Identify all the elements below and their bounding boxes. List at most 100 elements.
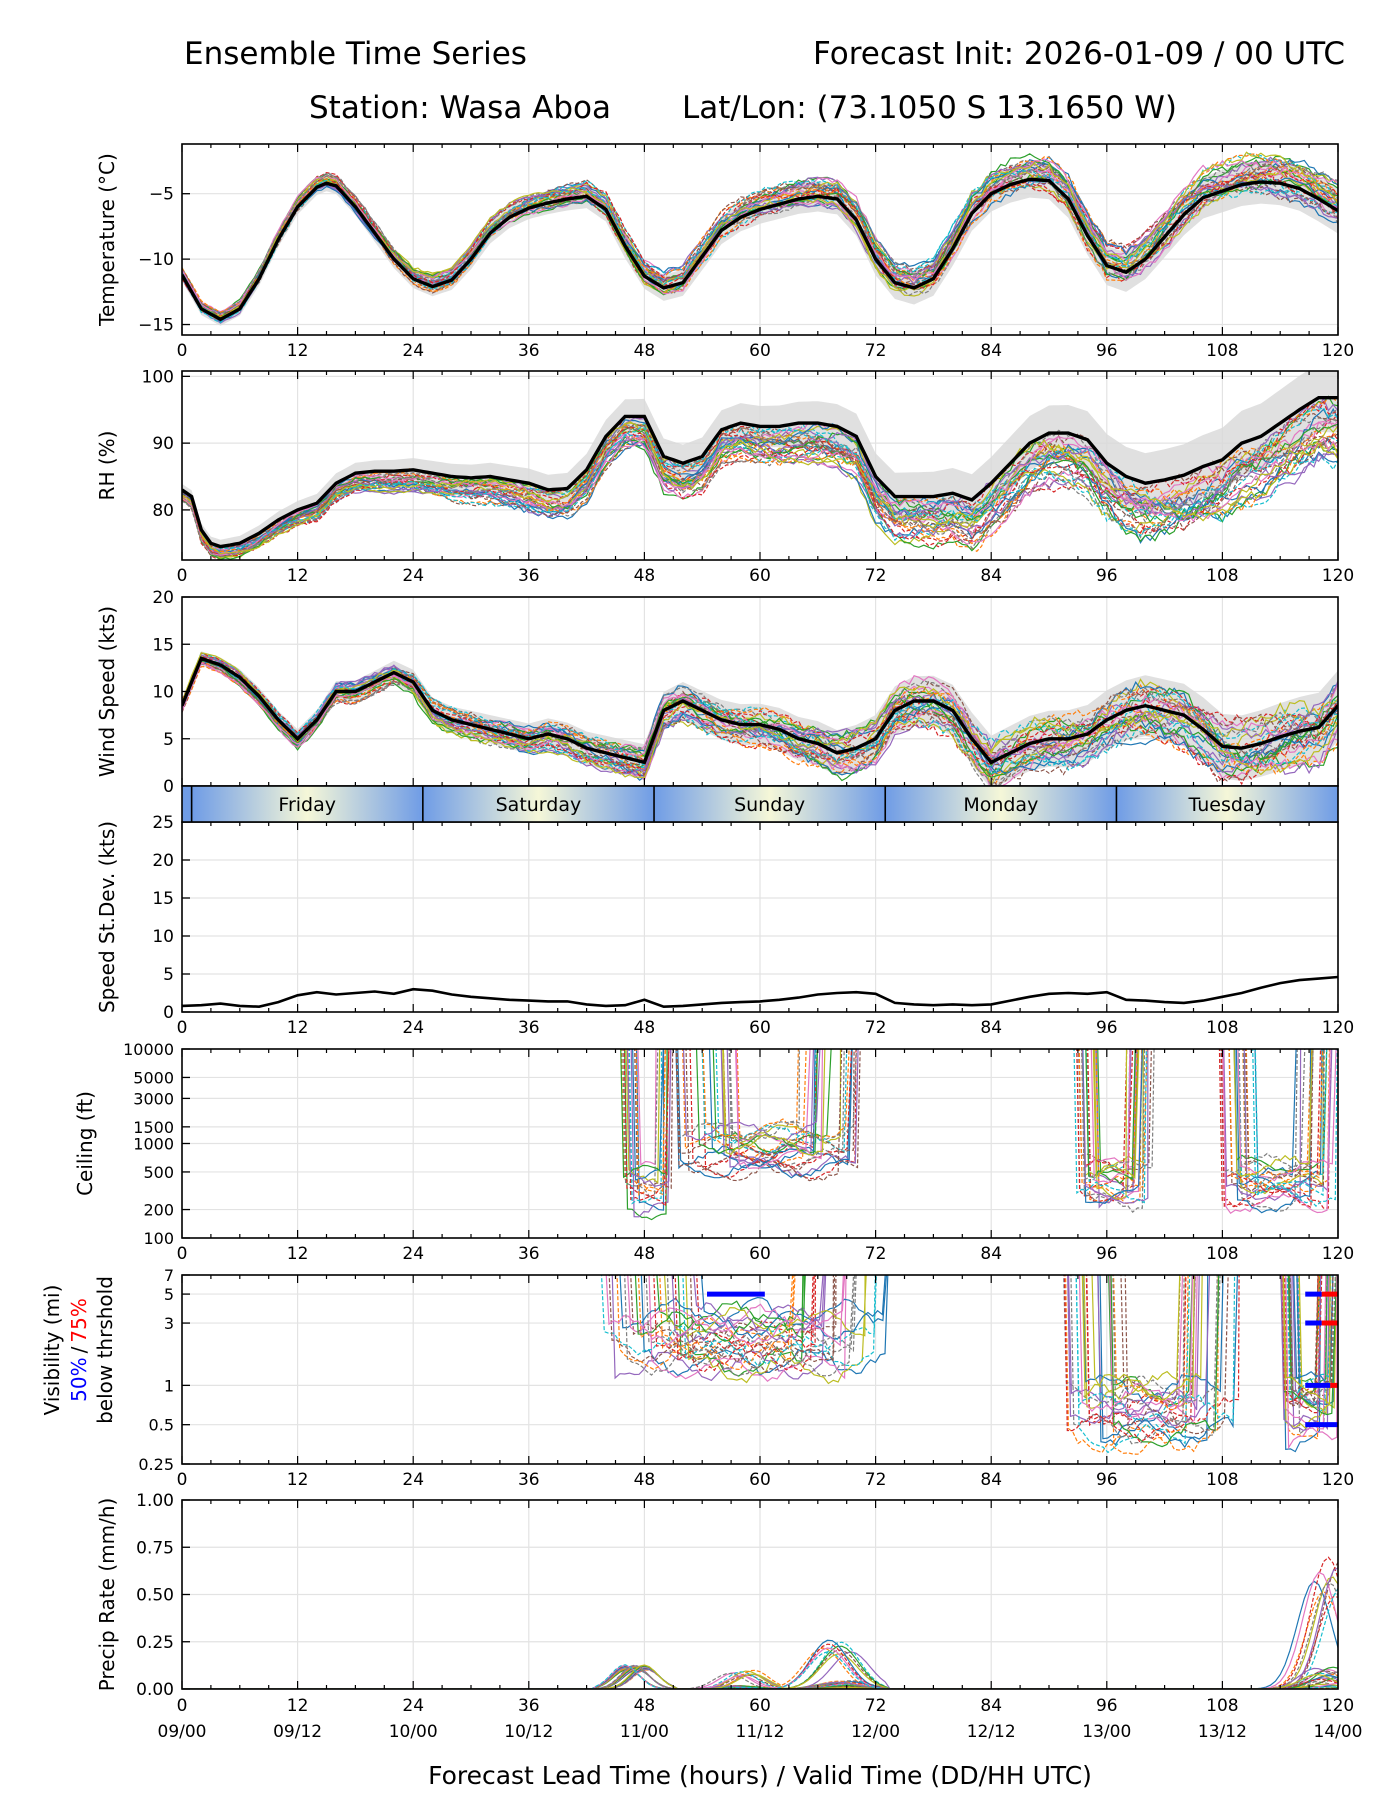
visibility-member-line [1078, 1275, 1184, 1413]
valid-tick-label: 14/00 [1314, 1722, 1363, 1742]
visibility-member-line [1112, 1275, 1187, 1411]
visibility-member-line [1282, 1275, 1334, 1409]
speed_stdev-xtick-label: 84 [980, 1018, 1002, 1038]
speed_stdev-xtick-label: 96 [1096, 1018, 1118, 1038]
visibility-member-line [1280, 1275, 1323, 1414]
visibility-member-line [1099, 1275, 1239, 1449]
rh-member-line [182, 417, 1338, 553]
visibility-member-line [656, 1275, 805, 1330]
wind_speed-ytick-label: 10 [152, 683, 174, 703]
ceiling-member-line [634, 1049, 674, 1191]
visibility-member-line [689, 1275, 834, 1374]
ceiling-xtick-label: 120 [1322, 1244, 1354, 1264]
ceiling-ylabel: Ceiling (ft) [73, 1091, 97, 1196]
rh-ylabel: RH (%) [95, 431, 119, 501]
visibility-threshold-legend: 50% / 75% [67, 1298, 91, 1402]
ceiling-member-line [1095, 1049, 1138, 1191]
rh-ytick-label: 100 [142, 367, 174, 387]
ceiling-xtick-label: 12 [287, 1244, 309, 1264]
visibility-member-line [605, 1275, 844, 1347]
temperature-xtick-label: 48 [634, 341, 656, 361]
visibility-member-line [648, 1275, 847, 1382]
visibility-member-line [1063, 1275, 1221, 1404]
ceiling-member-line [702, 1049, 850, 1140]
ceiling-members [620, 1049, 1338, 1221]
visibility-xtick-label: 60 [749, 1470, 771, 1490]
ceiling-member-line [1228, 1049, 1324, 1188]
ceiling-member-line [624, 1049, 668, 1221]
visibility-member-line [624, 1275, 855, 1377]
visibility-member-line [682, 1275, 876, 1368]
visibility-member-line [1082, 1275, 1224, 1404]
visibility-member-line [1112, 1275, 1185, 1427]
rh-xtick-label: 12 [287, 566, 309, 586]
precip-member-line [182, 1576, 1338, 1689]
rh-xtick-label: 0 [177, 566, 188, 586]
temperature-ytick-label: −10 [138, 250, 174, 270]
visibility-member-line [671, 1275, 824, 1344]
temperature-xtick-label: 120 [1322, 341, 1354, 361]
speed_stdev-panel: 0 5 10 15 20 25 0 12 24 36 48 60 72 84 96 108 120 Speed S… [95, 813, 1354, 1038]
day-label: Saturday [496, 794, 582, 816]
visibility-member-line [1283, 1275, 1319, 1404]
ceiling-ytick-label: 100 [143, 1229, 174, 1248]
title-right: Forecast Init: 2026-01-09 / 00 UTC [813, 36, 1345, 72]
visibility-xtick-label: 12 [287, 1470, 309, 1490]
ceiling-member-line [1078, 1049, 1143, 1204]
visibility-member-line [1124, 1275, 1229, 1435]
ceiling-xtick-label: 84 [980, 1244, 1002, 1264]
rh-member-line [182, 417, 1338, 558]
temperature-xtick-label: 96 [1096, 341, 1118, 361]
ceiling-xtick-label: 60 [749, 1244, 771, 1264]
precip-ytick-label: 0.75 [136, 1538, 174, 1558]
speed_stdev-std_dev-line [181, 975, 1339, 1009]
rh-member-line [182, 421, 1338, 555]
ceiling-member-line [729, 1049, 858, 1142]
day-strip-cell [885, 786, 1117, 822]
speed_stdev-ytick-label: 10 [152, 927, 174, 947]
ceiling-grid [181, 1048, 1339, 1239]
legend-50: 50% [67, 1357, 91, 1401]
day-label: Sunday [734, 794, 805, 816]
ceiling-xtick-label: 0 [177, 1244, 188, 1264]
ceiling-member-line [1223, 1049, 1333, 1201]
wind_speed-panel: 0 5 10 15 20 Wind Speed (kts) [95, 588, 1339, 797]
ceiling-ytick-label: 1000 [133, 1135, 174, 1154]
ceiling-member-line [1254, 1049, 1338, 1207]
rh-member-line [182, 422, 1338, 553]
wind_speed-member-line [182, 656, 1338, 771]
ceiling-member-line [675, 1049, 843, 1182]
valid-tick-label: 09/00 [158, 1722, 207, 1742]
ceiling-member-line [635, 1049, 665, 1211]
ceiling-member-line [1233, 1049, 1313, 1177]
title-left: Ensemble Time Series [184, 36, 527, 72]
bottom-axis: 0 09/00 12 09/12 24 10/00 36 10/12 48 11/00 60 11/1… [158, 1696, 1363, 1742]
ceiling-xtick-label: 24 [402, 1244, 424, 1264]
day-strip-cell [422, 786, 655, 822]
wind_speed-ytick-label: 0 [163, 777, 174, 797]
rh-panel: 80 90 100 0 12 24 36 48 60 72 84 96 108 120 RH (%) [95, 367, 1354, 586]
valid-tick-label: 13/00 [1082, 1722, 1131, 1742]
visibility-member-line [1064, 1275, 1219, 1454]
speed_stdev-xtick-label: 48 [634, 1018, 656, 1038]
rh-ensemble-mean [182, 396, 1338, 549]
visibility-member-line [627, 1275, 846, 1334]
ceiling-member-line [1073, 1049, 1147, 1204]
visibility-xtick-label: 48 [634, 1470, 656, 1490]
rh-xtick-label: 48 [634, 566, 656, 586]
day-strip: Friday Saturday Sunday Monday Tuesday [181, 785, 1339, 823]
visibility-ytick-label: 0.25 [138, 1455, 174, 1474]
visibility-xtick-label: 120 [1322, 1470, 1354, 1490]
visibility-member-line [700, 1275, 886, 1341]
legend-separator: / [67, 1346, 91, 1353]
ceiling-xtick-label: 108 [1206, 1244, 1238, 1264]
speed_stdev-ytick-label: 0 [163, 1003, 174, 1023]
rh-member-line [182, 436, 1338, 556]
ceiling-member-line [1077, 1049, 1152, 1174]
wind_speed-member-line [182, 657, 1338, 769]
rh-xtick-label: 60 [749, 566, 771, 586]
visibility-member-line [1075, 1275, 1236, 1423]
visibility-ytick-label: 5 [164, 1285, 174, 1304]
